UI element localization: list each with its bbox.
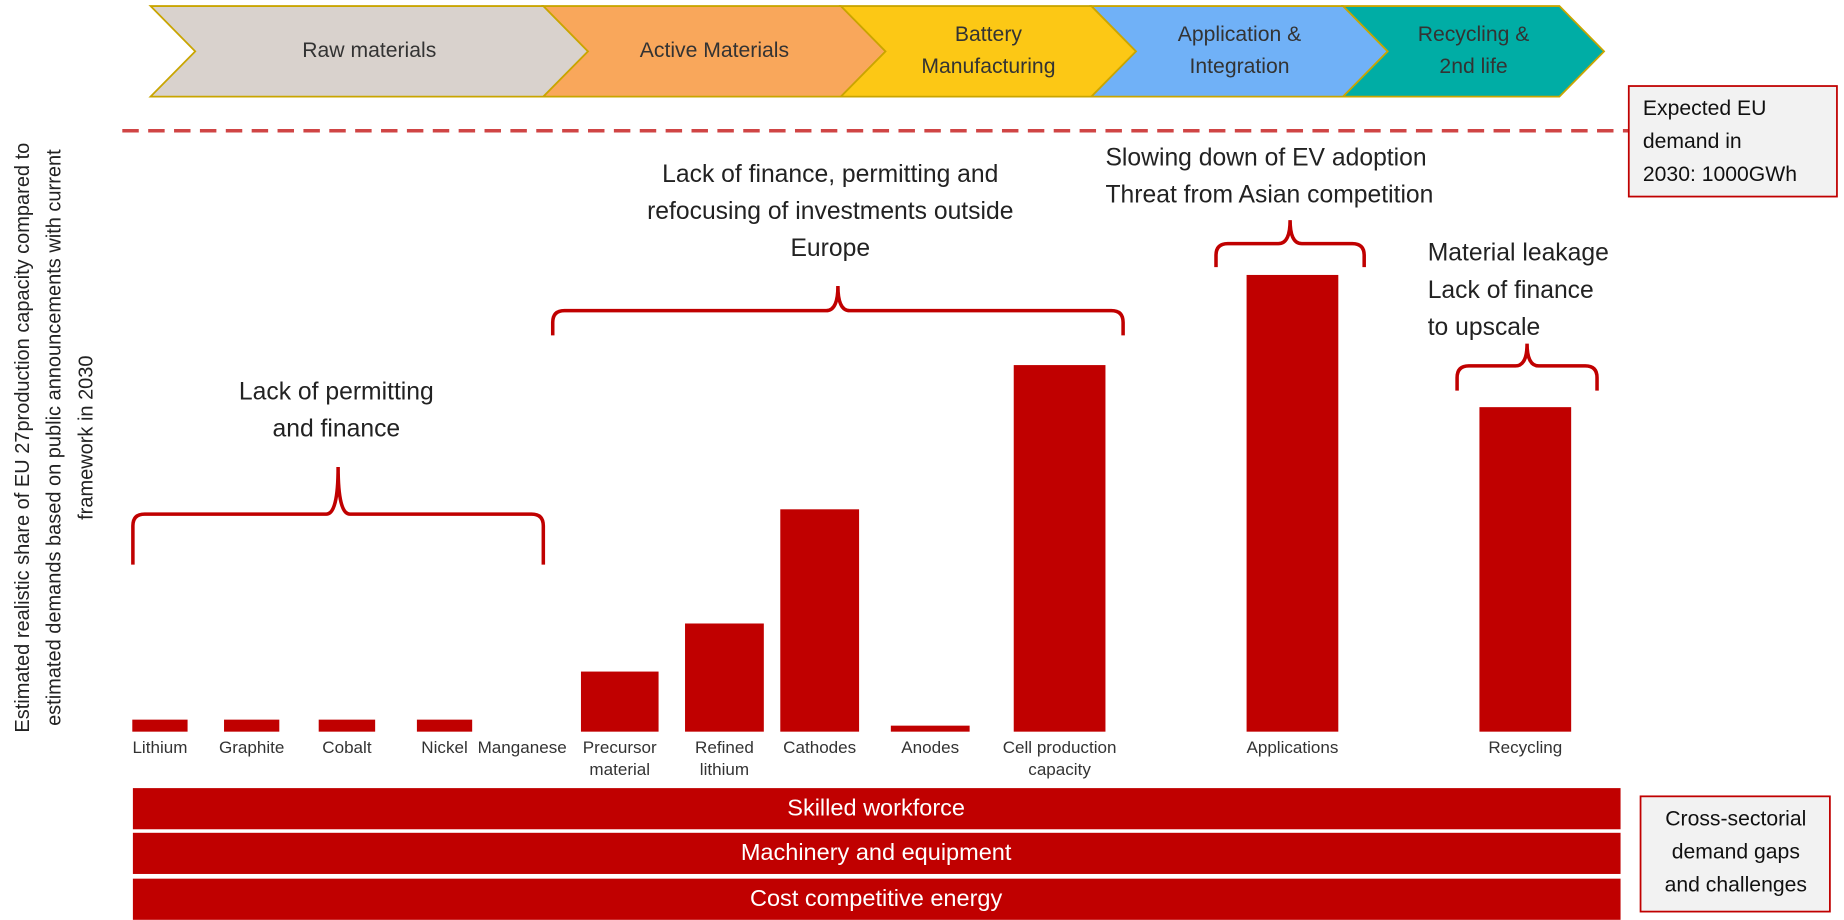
stage-label: Application & xyxy=(1178,23,1302,46)
category-label: Cell production capacity xyxy=(1002,738,1117,780)
x-tick-label: Cobalt xyxy=(322,738,372,758)
bar xyxy=(780,509,860,732)
bar xyxy=(685,623,764,732)
bar xyxy=(1246,274,1339,732)
bracket xyxy=(550,285,1125,336)
x-tick-label: Cathodes xyxy=(783,738,857,758)
x-tick-label: Applications xyxy=(1246,738,1339,758)
annotation: to upscale xyxy=(1428,314,1541,341)
demand-note: demand in xyxy=(1643,130,1742,153)
stage-label: 2nd life xyxy=(1439,55,1507,78)
stage-label: Recycling & xyxy=(1418,23,1530,46)
bar xyxy=(416,719,473,732)
x-tick-label: Recycling xyxy=(1488,738,1563,758)
annotation: Material leakage xyxy=(1428,240,1609,267)
category-label: Refined lithium xyxy=(695,738,754,780)
gap-bar xyxy=(132,832,1621,874)
cross-sector-note: Cross-sectorial xyxy=(1665,807,1806,830)
category-label: Nickel xyxy=(421,738,468,758)
gap-bar xyxy=(132,878,1621,920)
demand-box xyxy=(1627,85,1838,198)
value-chain-stage xyxy=(1089,5,1389,98)
y-axis-label: estimated demands based on public announ… xyxy=(44,149,66,726)
bar xyxy=(1013,365,1106,732)
gap-label: Cost competitive energy xyxy=(750,885,1002,911)
category-label: Graphite xyxy=(218,738,285,758)
cross-sector-note: demand gaps xyxy=(1672,840,1800,863)
stage-label: Active Materials xyxy=(640,39,789,62)
annotation: and finance xyxy=(273,416,401,443)
annotation: refocusing of investments outside xyxy=(647,198,1013,225)
x-tick-label: Refined lithium xyxy=(695,738,754,780)
x-tick-label: Nickel xyxy=(421,738,468,758)
annotation: Slowing down of EV adoption xyxy=(1105,144,1426,171)
stage-label: Integration xyxy=(1190,55,1290,78)
annotation: Lack of permitting xyxy=(239,378,434,405)
category-label: Applications xyxy=(1246,738,1339,758)
annotation: Threat from Asian competition xyxy=(1105,181,1433,208)
demand-note: 2030: 1000GWh xyxy=(1643,163,1797,186)
bar xyxy=(132,719,188,732)
gap-label: Machinery and equipment xyxy=(741,839,1012,865)
stage-label: Raw materials xyxy=(302,39,436,62)
value-chain-stage xyxy=(1340,5,1606,98)
y-axis-label: framework in 2030 xyxy=(75,355,97,519)
bracket xyxy=(131,467,546,565)
bracket xyxy=(1214,220,1366,268)
category-label: Cathodes xyxy=(783,738,857,758)
category-label: Recycling xyxy=(1488,738,1563,758)
bracket xyxy=(1455,343,1599,391)
category-label: Anodes xyxy=(901,738,960,758)
x-tick-label: Lithium xyxy=(132,738,188,758)
stage-label: Manufacturing xyxy=(921,55,1055,78)
gap-bar xyxy=(132,788,1621,830)
x-tick-label: Manganese xyxy=(477,738,567,758)
annotation: Europe xyxy=(790,235,870,262)
x-tick-label: Anodes xyxy=(901,738,960,758)
demand-note: Expected EU xyxy=(1643,97,1766,120)
x-tick-label: Precursor material xyxy=(582,738,657,780)
annotation: Lack of finance, permitting and xyxy=(662,161,998,188)
bar xyxy=(890,725,970,732)
stage-label: Battery xyxy=(955,23,1022,46)
bar xyxy=(318,719,376,732)
annotation: Lack of finance xyxy=(1428,277,1594,304)
bar xyxy=(224,719,280,732)
y-axis-label: Estimated realistic share of EU 27produc… xyxy=(12,143,34,733)
bar xyxy=(580,671,659,732)
category-label: Lithium xyxy=(132,738,188,758)
value-chain-stage xyxy=(838,5,1138,98)
category-label: Cobalt xyxy=(322,738,372,758)
x-tick-label: Graphite xyxy=(218,738,285,758)
cross-sector-note: and challenges xyxy=(1665,873,1807,896)
bar xyxy=(1479,407,1572,732)
x-tick-label: Cell production capacity xyxy=(1002,738,1117,780)
cross-sector-box xyxy=(1639,795,1831,913)
category-label: Precursor material xyxy=(582,738,657,780)
gap-label: Skilled workforce xyxy=(787,794,965,820)
category-label: Manganese xyxy=(477,738,567,758)
